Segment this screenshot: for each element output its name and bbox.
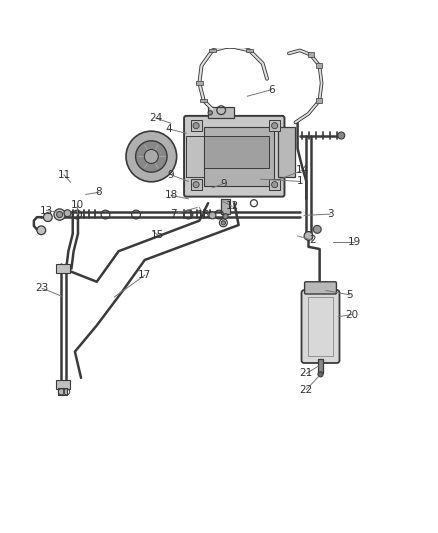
Text: 11: 11 — [57, 170, 71, 180]
Bar — [316, 98, 322, 103]
Bar — [191, 179, 201, 190]
Circle shape — [193, 123, 199, 129]
Bar — [208, 107, 234, 118]
Text: 16: 16 — [197, 210, 210, 220]
Circle shape — [126, 131, 177, 182]
Bar — [191, 120, 201, 131]
Bar — [246, 49, 253, 52]
Bar — [269, 120, 280, 131]
Circle shape — [136, 141, 167, 172]
Bar — [196, 82, 203, 85]
Text: 15: 15 — [151, 230, 165, 240]
Text: 23: 23 — [35, 284, 49, 293]
Circle shape — [208, 111, 212, 115]
Text: 8: 8 — [95, 187, 102, 197]
Circle shape — [221, 221, 226, 225]
Text: 14: 14 — [295, 165, 309, 175]
Text: 21: 21 — [300, 368, 313, 378]
Text: 9: 9 — [168, 170, 174, 180]
Bar — [58, 389, 67, 395]
Bar — [56, 264, 70, 273]
Text: 22: 22 — [300, 385, 313, 394]
FancyBboxPatch shape — [304, 282, 336, 294]
Text: 20: 20 — [346, 310, 359, 319]
Text: 10: 10 — [71, 200, 84, 211]
Text: 4: 4 — [166, 124, 172, 134]
Bar — [307, 52, 314, 58]
Circle shape — [193, 182, 199, 188]
Text: 1: 1 — [297, 176, 303, 187]
Text: 2: 2 — [310, 235, 316, 245]
Bar — [226, 44, 233, 48]
Circle shape — [223, 214, 228, 219]
Circle shape — [313, 225, 321, 233]
Text: 19: 19 — [348, 238, 361, 247]
Bar — [318, 359, 323, 373]
Bar — [221, 199, 230, 214]
Circle shape — [272, 123, 278, 129]
Bar — [316, 63, 322, 68]
Text: 18: 18 — [164, 190, 177, 200]
Circle shape — [57, 212, 63, 217]
Text: 12: 12 — [226, 201, 239, 211]
Text: 5: 5 — [346, 290, 353, 300]
Text: 13: 13 — [40, 206, 53, 216]
FancyBboxPatch shape — [301, 290, 339, 363]
Text: 17: 17 — [138, 270, 152, 280]
Text: 6: 6 — [268, 85, 275, 95]
Circle shape — [304, 231, 313, 240]
Circle shape — [145, 149, 158, 164]
Text: 7: 7 — [170, 209, 177, 219]
Text: 3: 3 — [327, 209, 334, 219]
Bar — [278, 127, 295, 177]
Circle shape — [209, 212, 216, 219]
Bar — [204, 127, 274, 185]
Bar — [56, 380, 70, 389]
Bar — [307, 297, 333, 356]
Bar — [186, 135, 204, 177]
Circle shape — [43, 213, 52, 222]
Circle shape — [338, 132, 345, 139]
Text: 24: 24 — [149, 113, 162, 123]
Circle shape — [54, 209, 65, 220]
Circle shape — [37, 226, 46, 235]
Bar — [200, 99, 207, 102]
Text: 9: 9 — [220, 179, 227, 189]
Bar — [204, 135, 269, 168]
FancyBboxPatch shape — [184, 116, 285, 197]
Bar — [209, 49, 216, 52]
Circle shape — [318, 372, 323, 377]
Bar — [269, 179, 280, 190]
Circle shape — [64, 210, 71, 217]
Circle shape — [272, 182, 278, 188]
